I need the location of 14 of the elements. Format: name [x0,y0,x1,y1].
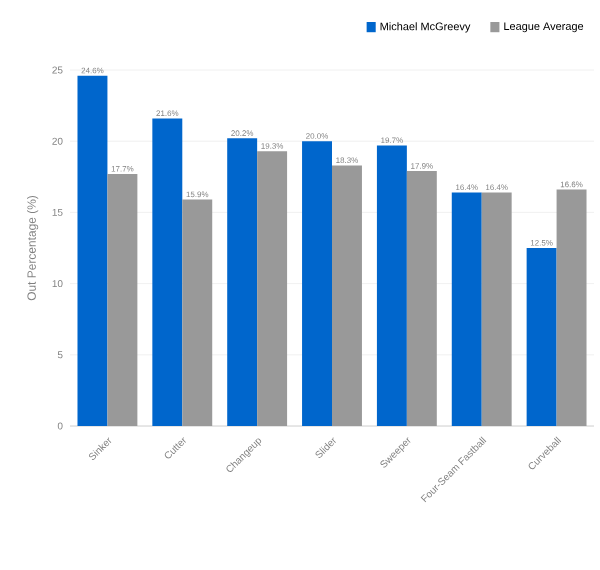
bar [77,75,108,426]
bar [107,173,138,426]
bar [152,118,183,426]
bar [556,189,587,426]
bar [182,199,213,426]
bar [332,165,362,426]
bar [257,151,288,426]
bar [376,145,407,426]
bar [302,141,332,426]
bar [406,171,437,426]
bar [481,192,512,426]
bar [451,192,482,426]
bar [227,138,258,426]
bar [526,248,557,426]
